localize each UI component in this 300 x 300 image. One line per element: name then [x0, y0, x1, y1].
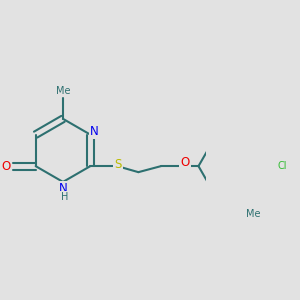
Text: O: O	[180, 156, 190, 169]
Text: N: N	[90, 125, 98, 138]
Text: Me: Me	[56, 86, 70, 96]
Text: O: O	[1, 160, 10, 173]
Text: H: H	[61, 192, 68, 202]
Text: S: S	[114, 158, 122, 171]
Text: Me: Me	[246, 209, 261, 219]
Text: N: N	[58, 182, 68, 195]
Text: Cl: Cl	[278, 161, 287, 171]
